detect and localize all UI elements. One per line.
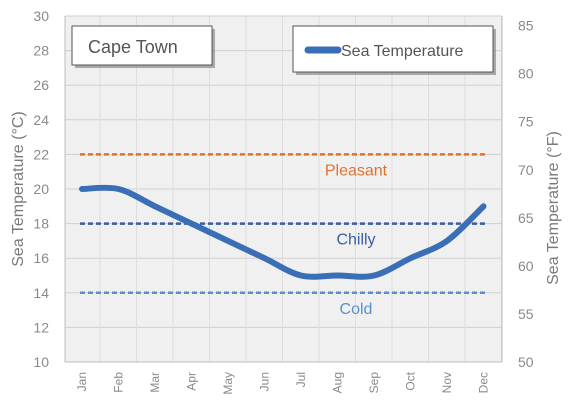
y-tick-right-70: 70 [518,162,534,178]
y-axis-title-right: Sea Temperature (°F) [545,131,562,285]
x-tick-dec: Dec [477,372,491,393]
x-tick-jan: Jan [75,372,89,391]
ref-label-cold: Cold [340,301,373,318]
x-tick-jul: Jul [294,372,308,387]
x-tick-jun: Jun [258,372,272,391]
x-tick-mar: Mar [148,372,162,393]
ref-label-pleasant: Pleasant [325,162,388,179]
y-tick-left-28: 28 [33,43,49,59]
y-tick-left-18: 18 [33,216,49,232]
reference-lines: Pleasant Chilly Cold [80,153,488,318]
x-tick-may: May [221,372,235,395]
y-tick-right-65: 65 [518,210,534,226]
axes [64,16,503,363]
y-tick-right-85: 85 [518,18,534,34]
y-axis-title-right-main: Sea Temperature ( [545,152,562,285]
legend: Sea Temperature [292,25,496,75]
y-axis-title-left-main: Sea Temperature ( [10,134,27,267]
y-tick-left-24: 24 [33,112,49,128]
y-tick-left-10: 10 [33,354,49,370]
y-axis-title-right-unit: °F [545,136,562,152]
y-tick-right-80: 80 [518,66,534,82]
y-tick-left-22: 22 [33,146,49,162]
series-layer [79,184,487,280]
y-tick-left-20: 20 [33,181,49,197]
legend-label: Sea Temperature [341,43,464,60]
y-tick-right-60: 60 [518,258,534,274]
x-tick-sep: Sep [367,372,381,394]
location-box: Cape Town [71,25,215,68]
tick-labels: 10 12 14 16 18 20 22 24 26 28 30 50 55 60 65 70 75 80 85 Ja… [33,8,533,395]
y-tick-left-16: 16 [33,250,49,266]
location-title: Cape Town [88,37,178,57]
x-tick-nov: Nov [440,372,454,393]
y-tick-right-55: 55 [518,306,534,322]
x-tick-oct: Oct [404,371,418,390]
ref-label-chilly: Chilly [336,232,375,249]
y-tick-left-14: 14 [33,285,49,301]
y-tick-left-30: 30 [33,8,49,24]
y-axis-title-left: Sea Temperature (°C) [10,111,27,267]
y-tick-left-26: 26 [33,77,49,93]
x-tick-feb: Feb [112,372,126,393]
y-axis-title-left-unit: °C [10,117,27,135]
y-tick-right-50: 50 [518,354,534,370]
y-tick-left-12: 12 [33,319,49,335]
x-tick-apr: Apr [185,372,199,391]
x-tick-aug: Aug [331,372,345,393]
series-line-0 [79,184,487,280]
y-tick-right-75: 75 [518,114,534,130]
